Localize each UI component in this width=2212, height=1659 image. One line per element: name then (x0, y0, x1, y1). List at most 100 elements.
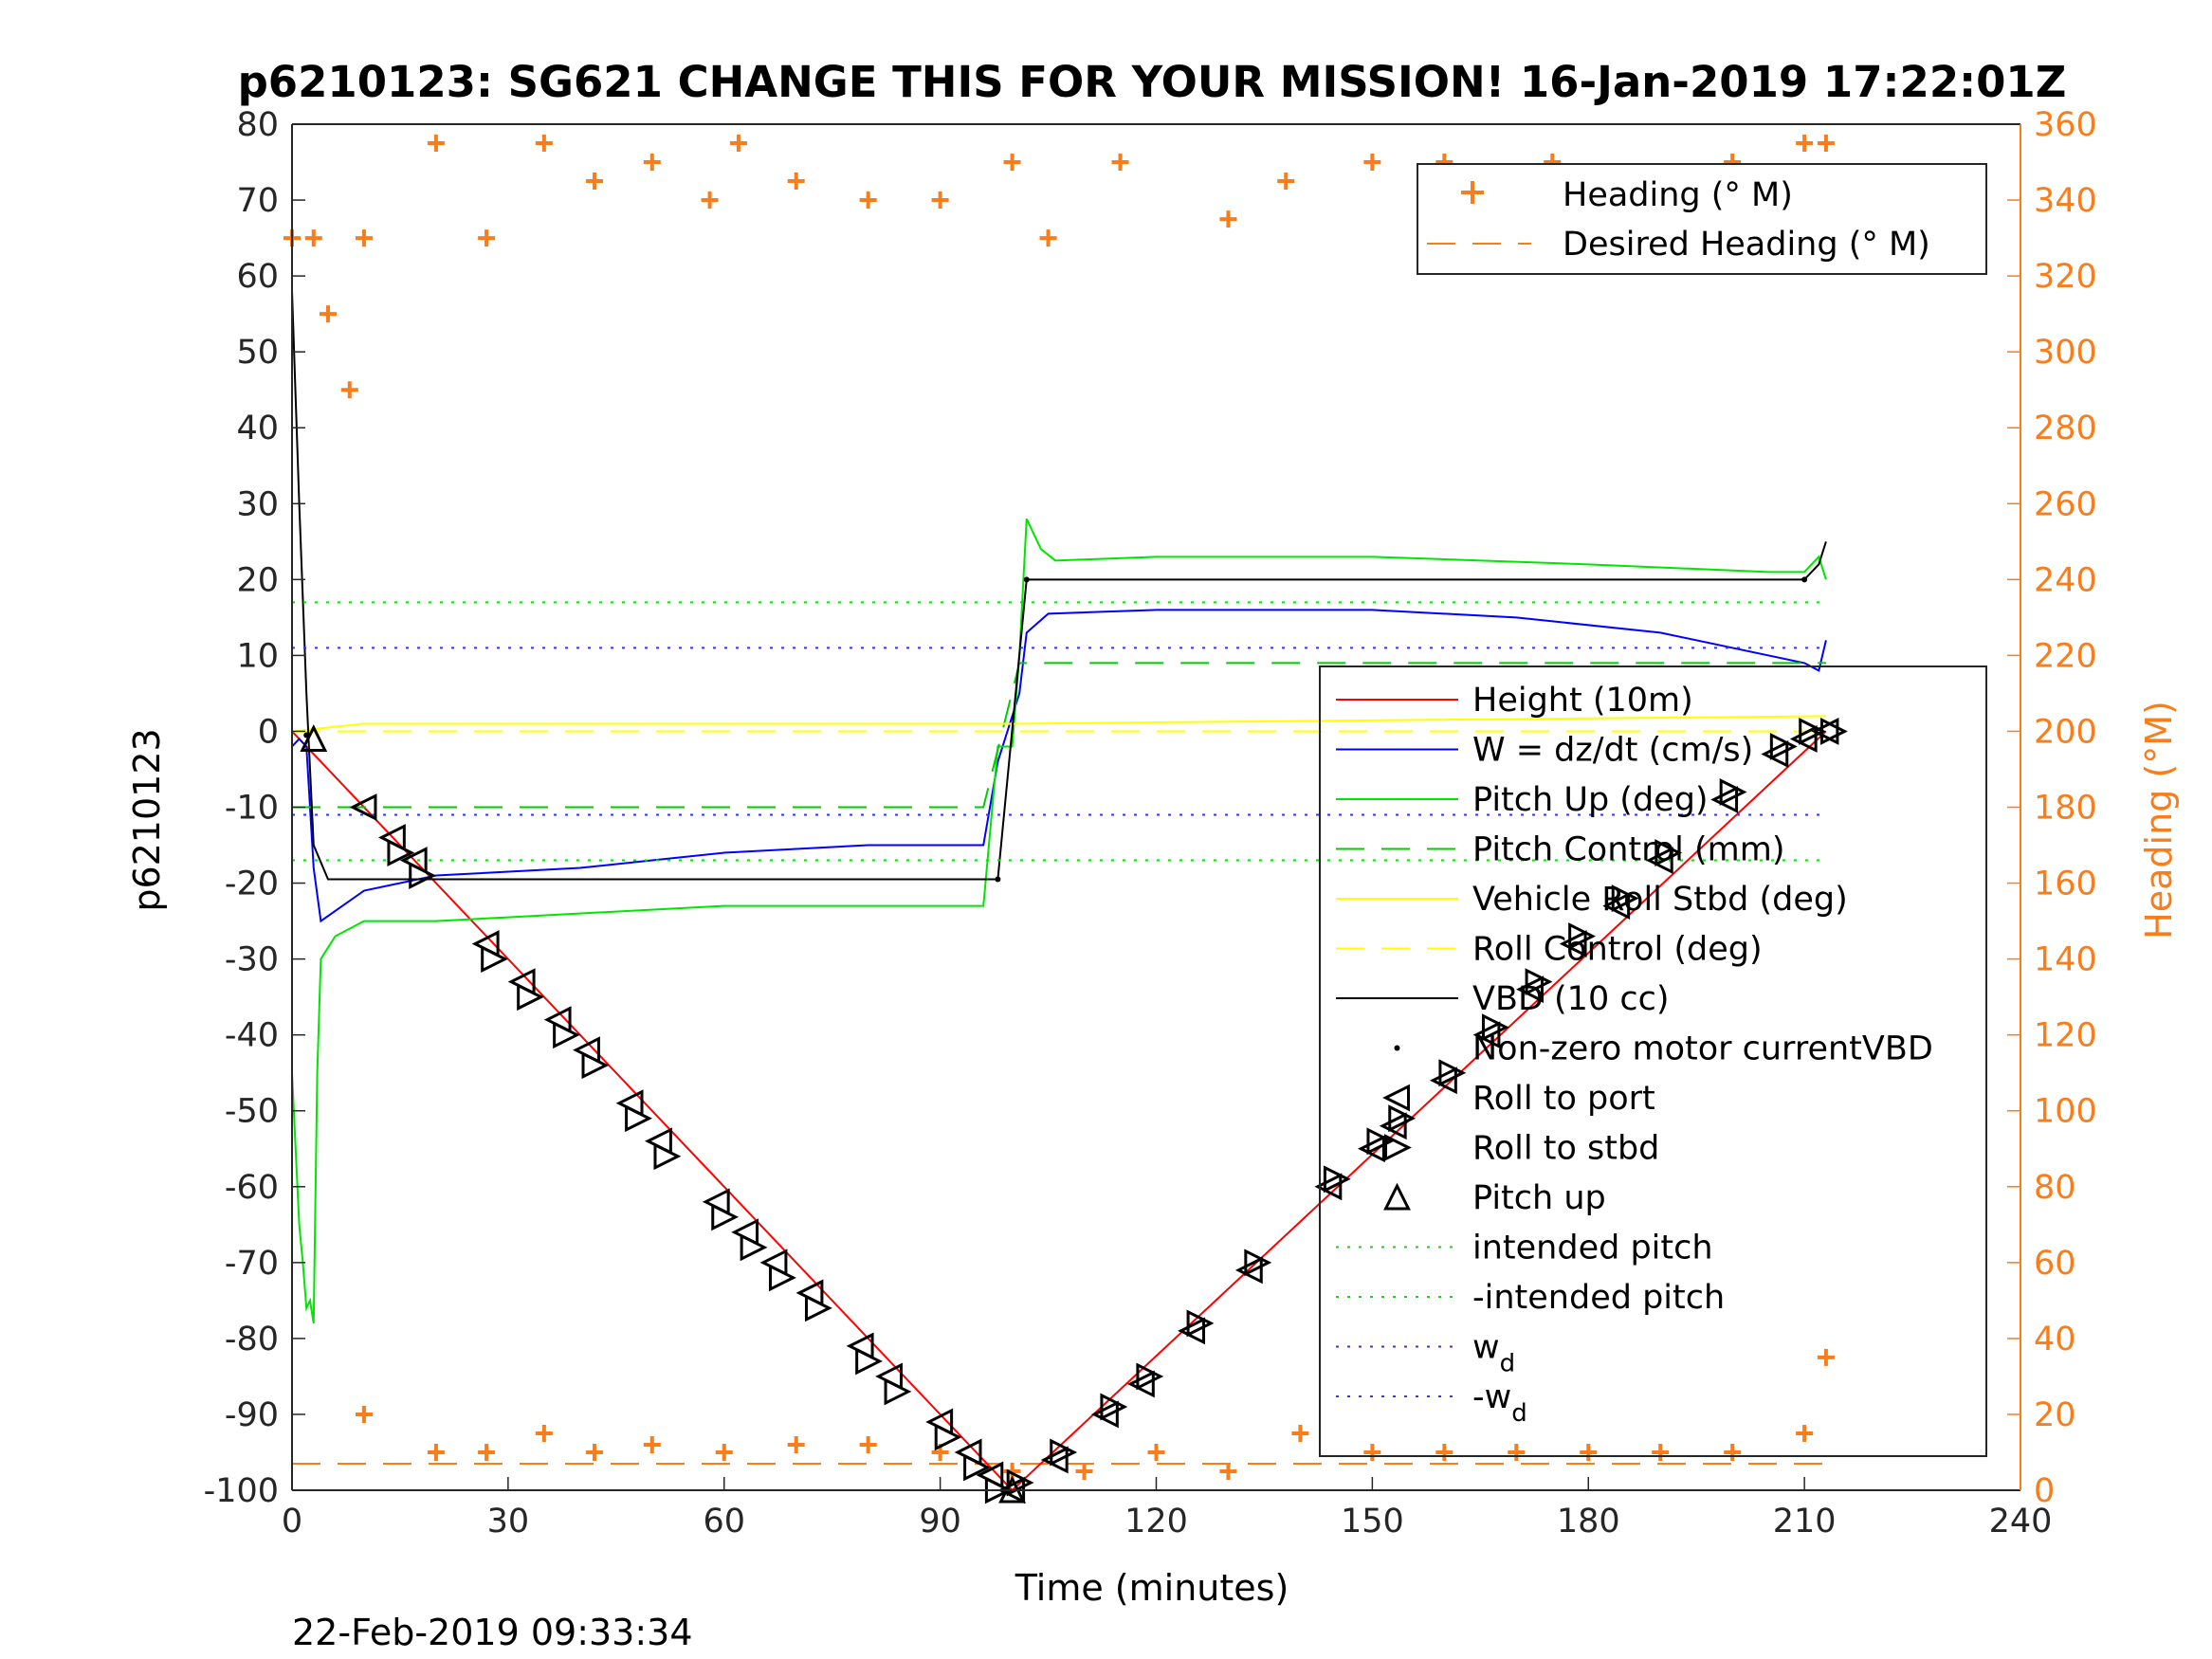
heading-point (859, 1435, 877, 1453)
legend-main: Height (10m) W = dz/dt (cm/s) Pitch Up (de… (1319, 665, 1987, 1457)
heading-point (427, 1443, 445, 1461)
series-vbd-10-cc (291, 291, 1827, 881)
roll-to-stbd-marker (1100, 1393, 1128, 1421)
heading-point (787, 173, 805, 191)
series-pitch-control-mm (292, 662, 1826, 809)
heading-point (859, 191, 877, 210)
y-right-tick-label: 320 (2034, 258, 2097, 296)
legend-main-entry: VBD (10 cc) (1472, 980, 1670, 1018)
heading-point (1363, 154, 1381, 172)
y-right-tick-label: 160 (2034, 866, 2097, 903)
legend-main-swatch-stbd (1384, 1134, 1412, 1161)
roll-to-stbd-marker (1366, 1127, 1395, 1156)
roll-to-port-marker (1234, 1256, 1263, 1285)
legend-main-swatch-pitchup (1383, 1182, 1411, 1211)
y-tick-label: 70 (236, 182, 279, 220)
y-tick-label: -60 (225, 1169, 279, 1207)
y-right-tick-label: 120 (2034, 1017, 2097, 1055)
y-tick-label: 60 (236, 258, 279, 296)
legend-main-entry: Non-zero motor currentVBD (1472, 1030, 1933, 1068)
y-tick-label: 80 (236, 106, 279, 144)
legend-main-entry: wd (1472, 1329, 1515, 1378)
series-group (291, 291, 1827, 1492)
legend-main-box (1319, 665, 1987, 1457)
legend-main-entry: Pitch up (1472, 1179, 1606, 1217)
legend-heading-box (1417, 163, 1987, 275)
roll-to-stbd-marker (1568, 922, 1597, 951)
x-tick-label: 60 (703, 1503, 745, 1540)
legend-main-entry: -wd (1472, 1378, 1527, 1428)
heading-point (355, 229, 373, 247)
heading-point (319, 305, 337, 323)
heading-point (729, 135, 747, 153)
roll-to-port-marker (1710, 786, 1739, 813)
heading-point (427, 135, 445, 153)
markers-group (300, 576, 1848, 1504)
roll-to-stbd-marker (553, 1021, 580, 1049)
roll-to-stbd-marker (1006, 1468, 1034, 1497)
roll-to-stbd-marker (1719, 778, 1747, 806)
heading-point (1147, 1443, 1165, 1461)
roll-to-stbd-marker (581, 1051, 610, 1080)
y-tick-label: -100 (204, 1472, 279, 1510)
legend-heading-entry: Desired Heading (° M) (1563, 226, 1930, 264)
roll-to-stbd-marker (855, 1347, 884, 1376)
legend-main-entry: intended pitch (1472, 1230, 1713, 1267)
y-tick-label: 40 (236, 410, 279, 447)
legend-main-entry-subscript: d (1500, 1350, 1516, 1378)
footer-timestamp: 22-Feb-2019 09:33:34 (292, 1612, 693, 1653)
heading-point (1817, 135, 1835, 153)
y-tick-label: 10 (236, 637, 279, 675)
roll-to-port-marker (1040, 1446, 1069, 1474)
motor-current-point (1801, 576, 1808, 583)
heading-point (1039, 229, 1057, 247)
heading-point (1435, 1443, 1453, 1461)
y-tick-label: 50 (236, 334, 279, 372)
roll-to-stbd-marker (711, 1203, 740, 1231)
roll-to-stbd-marker (1820, 718, 1848, 745)
roll-to-stbd-marker (1186, 1309, 1215, 1338)
x-tick-label: 30 (487, 1503, 530, 1540)
legend-heading-swatch-plus (1461, 181, 1484, 204)
heading-point (643, 154, 661, 172)
y-right-tick-label: 20 (2034, 1396, 2076, 1434)
roll-to-stbd-marker (1244, 1249, 1272, 1277)
roll-to-stbd-marker (884, 1377, 912, 1406)
roll-to-port-marker (1358, 1135, 1385, 1163)
x-tick-label: 180 (1557, 1503, 1620, 1540)
heading-point (715, 1443, 733, 1461)
y-tick-label: 30 (236, 485, 279, 523)
legend-main-swatch-port (1382, 1084, 1410, 1112)
roll-to-port-marker (1645, 847, 1673, 874)
roll-to-stbd-marker (804, 1294, 832, 1322)
y-right-tick-label: 240 (2034, 561, 2097, 599)
heading-series-group (283, 135, 1835, 1480)
roll-to-port-marker (1516, 975, 1544, 1004)
roll-to-stbd-marker (1525, 968, 1553, 996)
heading-point (1291, 1424, 1309, 1442)
y-right-tick-label: 140 (2034, 941, 2097, 979)
y-tick-label: -40 (225, 1017, 279, 1055)
y-right-tick-label: 200 (2034, 713, 2097, 751)
motor-current-point (995, 876, 1001, 883)
roll-to-port-marker (1314, 1173, 1343, 1201)
roll-to-stbd-marker (740, 1233, 768, 1262)
y-right-tick-label: 340 (2034, 182, 2097, 220)
roll-to-stbd-marker (387, 839, 415, 866)
series-vehicle-roll-stbd-deg (291, 715, 1826, 733)
heading-point (586, 173, 604, 191)
roll-to-stbd-marker (1769, 733, 1798, 760)
y-tick-label: -20 (225, 866, 279, 903)
heading-point (1817, 1348, 1835, 1366)
y-right-tick-label: 60 (2034, 1245, 2076, 1283)
legend-main-entry: Roll to port (1472, 1080, 1655, 1118)
roll-to-port-marker (349, 793, 377, 821)
heading-point (304, 229, 322, 247)
roll-to-stbd-marker (625, 1104, 652, 1133)
x-tick-label: 210 (1773, 1503, 1837, 1540)
roll-to-port-marker (1602, 892, 1631, 920)
y-tick-label: 0 (258, 713, 279, 751)
legend-main-entry: Roll to stbd (1472, 1130, 1659, 1168)
roll-to-stbd-marker (653, 1142, 682, 1171)
